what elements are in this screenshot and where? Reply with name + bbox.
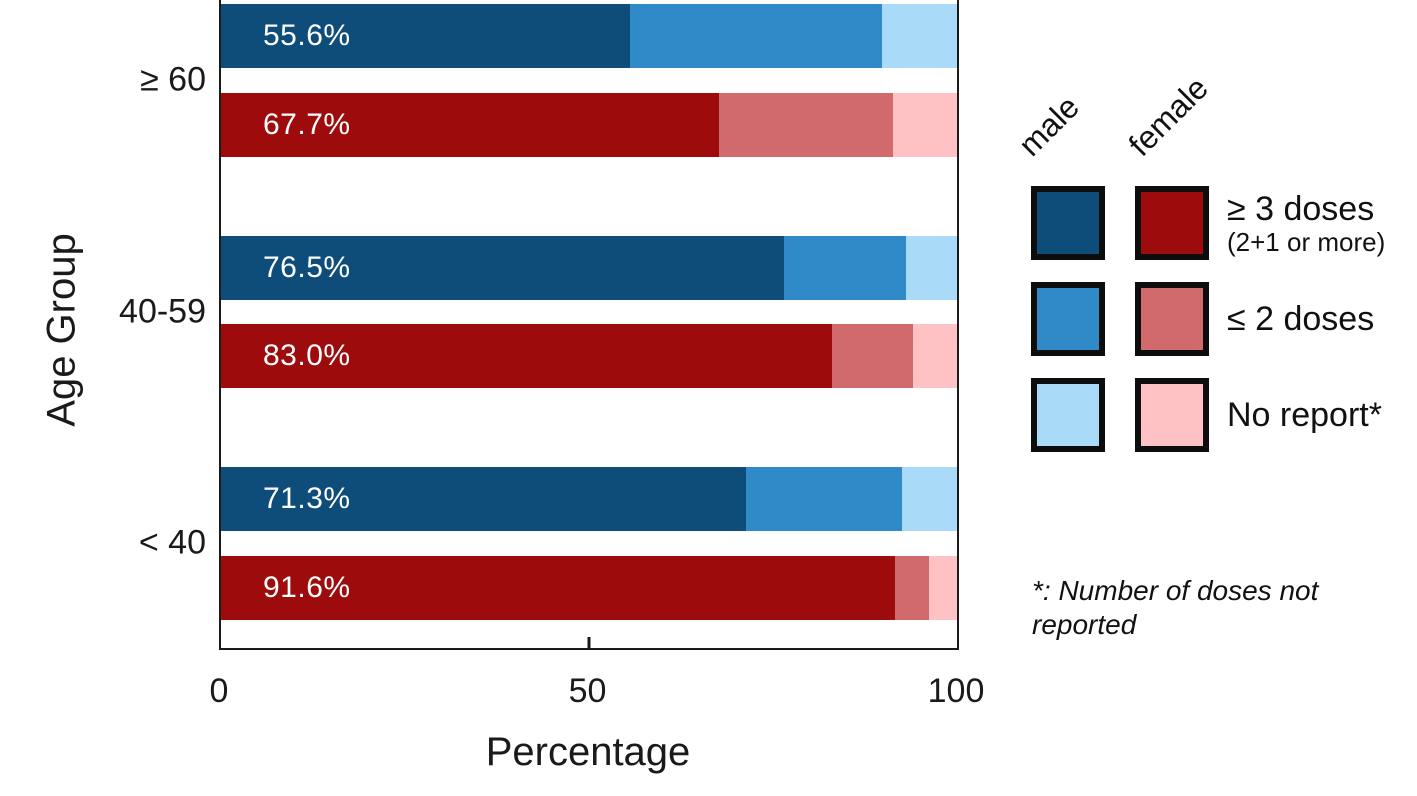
swatch-female-no-report — [1135, 378, 1209, 452]
bar-segment-3 — [929, 555, 957, 620]
bar-segment-2 — [719, 92, 893, 157]
y-tick-label: ≥ 60 — [140, 60, 206, 99]
bar-segment-3 — [901, 467, 957, 531]
x-axis-title: Percentage — [485, 730, 691, 774]
bar-value-label: 71.3% — [263, 482, 351, 515]
legend-entry-text: ≥ 3 doses (2+1 or more) — [1227, 190, 1385, 257]
bar-value-label: 76.5% — [263, 250, 351, 284]
legend-row-no-report: No report* — [1031, 378, 1385, 452]
bar-value-label: 67.7% — [263, 107, 351, 141]
legend-row-3plus-doses: ≥ 3 doses (2+1 or more) — [1031, 186, 1385, 260]
bar-segment-3 — [906, 235, 957, 300]
swatch-female-3plus-doses — [1135, 186, 1209, 260]
bar-segment-1 — [221, 467, 746, 531]
bar-value-label: 55.6% — [263, 19, 351, 52]
bar-male: 76.5% — [221, 235, 957, 300]
legend: ≥ 3 doses (2+1 or more) ≤ 2 doses No rep… — [1031, 186, 1385, 474]
bar-segment-2 — [895, 555, 930, 620]
bar-male: 71.3% — [221, 467, 957, 531]
swatch-female-2minus-doses — [1135, 282, 1209, 356]
bar-segment-2 — [745, 467, 902, 531]
bar-segment-1 — [221, 324, 832, 388]
bar-value-label: 91.6% — [263, 570, 351, 604]
legend-sublabel-3plus-doses: (2+1 or more) — [1227, 226, 1386, 257]
bar-female: 91.6% — [221, 555, 957, 620]
bar-segment-2 — [784, 235, 907, 300]
bar-female: 83.0% — [221, 324, 957, 388]
bar-segment-1 — [221, 4, 631, 68]
legend-label-2minus-doses: ≤ 2 doses — [1227, 299, 1375, 338]
y-tick-label: < 40 — [138, 523, 206, 562]
y-tick-label: 40-59 — [119, 292, 206, 331]
bar-segment-3 — [912, 324, 957, 388]
bar-segment-1 — [221, 235, 785, 300]
legend-label-no-report: No report* — [1227, 395, 1382, 434]
swatch-male-no-report — [1031, 378, 1105, 452]
bar-segment-2 — [831, 324, 913, 388]
x-tick-label: 0 — [209, 672, 229, 710]
bar-female: 67.7% — [221, 92, 957, 157]
legend-row-2minus-doses: ≤ 2 doses — [1031, 282, 1385, 356]
bar-segment-3 — [892, 92, 957, 157]
legend-column-male-label: male — [1011, 88, 1087, 163]
bar-segment-3 — [881, 4, 957, 68]
plot-area: 55.6% 67.7% 76.5% 83.0% 71.3% 91.6% — [219, 0, 959, 650]
x-tick-label: 50 — [568, 672, 607, 710]
swatch-male-3plus-doses — [1031, 186, 1105, 260]
swatch-male-2minus-doses — [1031, 282, 1105, 356]
legend-label-3plus-doses: ≥ 3 doses — [1227, 189, 1375, 228]
bar-segment-1 — [221, 555, 896, 620]
bar-value-label: 83.0% — [263, 339, 351, 372]
bar-segment-1 — [221, 92, 720, 157]
x-tick-mark — [587, 637, 591, 648]
bar-male: 55.6% — [221, 4, 957, 68]
legend-column-female-label: female — [1121, 69, 1215, 163]
x-tick-label: 100 — [927, 672, 985, 710]
bar-segment-2 — [630, 4, 882, 68]
footnote: *: Number of doses not reported — [1032, 575, 1319, 641]
